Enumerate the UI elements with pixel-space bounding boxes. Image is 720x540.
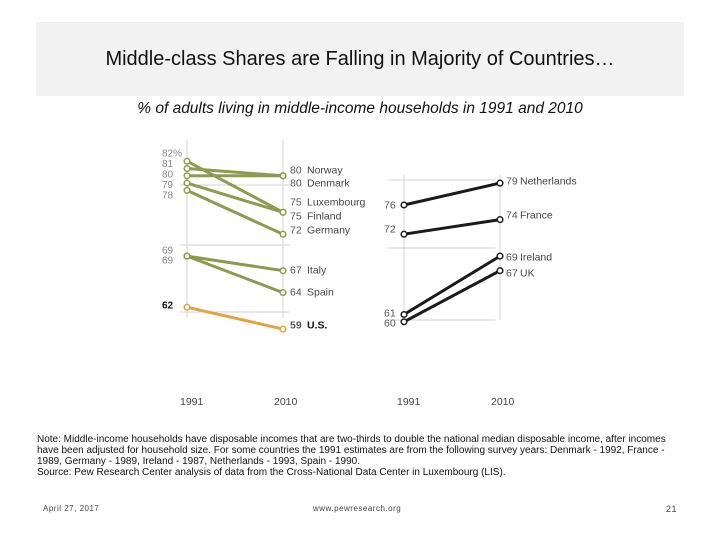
- series-line-netherlands: [402, 181, 502, 207]
- end-value-label: 67: [290, 265, 302, 277]
- series-line-finland: [185, 181, 285, 214]
- point-2010-ireland: [496, 252, 504, 260]
- point-2010-france: [496, 216, 504, 224]
- point-2010-netherlands: [496, 179, 504, 187]
- point-1991-norway: [183, 164, 191, 173]
- start-value-label: 76: [384, 200, 396, 212]
- point-1991-u-s: [183, 303, 191, 311]
- series-line-uk: [402, 269, 502, 324]
- series-label-luxembourg: Luxembourg: [307, 197, 366, 209]
- start-value-label: 69: [162, 246, 174, 257]
- point-2010-spain: [279, 289, 287, 297]
- point-2010-u-s: [279, 325, 287, 333]
- point-1991-uk: [400, 318, 408, 326]
- point-2010-germany: [279, 230, 287, 238]
- slide-title: Middle-class Shares are Falling in Major…: [105, 47, 615, 70]
- x-tick-label-2010: 2010: [491, 396, 515, 408]
- source-text: Source: Pew Research Center analysis of …: [37, 467, 506, 478]
- title-band: Middle-class Shares are Falling in Major…: [36, 22, 684, 96]
- series-line-spain: [185, 254, 285, 295]
- series-label-norway: Norway: [307, 165, 343, 177]
- end-value-label: 80: [290, 178, 302, 190]
- footer-url: www.pewresearch.org: [313, 504, 402, 513]
- point-1991-netherlands: [400, 201, 408, 209]
- series-line-ireland: [402, 254, 502, 316]
- start-value-label: 78: [162, 191, 174, 202]
- series-label-germany: Germany: [307, 225, 351, 237]
- point-1991-germany: [183, 186, 191, 194]
- series-label-u-s: U.S.: [307, 320, 328, 332]
- start-value-label: 72: [384, 224, 396, 236]
- start-value-label: 69: [162, 256, 174, 267]
- x-tick-label-2010: 2010: [274, 396, 298, 408]
- note-text: Note: Middle-income households have disp…: [37, 434, 666, 467]
- start-value-label: 81: [162, 159, 174, 170]
- x-tick-label-1991: 1991: [180, 396, 204, 408]
- series-line-italy: [185, 254, 285, 273]
- end-value-label: 79: [506, 176, 518, 188]
- end-value-label: 72: [290, 225, 302, 237]
- series-label-finland: Finland: [307, 211, 342, 223]
- x-tick-label-1991: 1991: [397, 396, 421, 408]
- point-1991-luxembourg: [183, 157, 191, 165]
- end-value-label: 75: [290, 197, 302, 209]
- point-1991-spain: [183, 252, 191, 260]
- point-2010-uk: [496, 267, 504, 275]
- chart-subtitle: % of adults living in middle-income hous…: [137, 100, 583, 117]
- start-value-label: 61: [384, 308, 396, 320]
- start-value-label: 62: [162, 301, 174, 312]
- start-value-label: 82%: [162, 149, 182, 160]
- series-label-netherlands: Netherlands: [520, 176, 577, 188]
- series-label-ireland: Ireland: [520, 252, 552, 264]
- point-1991-denmark: [183, 172, 191, 180]
- chart-note: Note: Middle-income households have disp…: [37, 434, 687, 478]
- end-value-label: 59: [290, 320, 302, 332]
- series-line-luxembourg: [185, 159, 285, 214]
- start-value-label: 60: [384, 318, 396, 330]
- series-line-france: [402, 218, 502, 236]
- series-label-france: France: [520, 210, 553, 222]
- point-2010-italy: [279, 267, 287, 275]
- point-2010-denmark: [279, 172, 287, 180]
- end-value-label: 74: [506, 210, 518, 222]
- series-label-denmark: Denmark: [307, 178, 350, 190]
- series-label-italy: Italy: [307, 265, 327, 277]
- end-value-label: 69: [506, 252, 518, 264]
- series-label-uk: UK: [520, 268, 535, 280]
- end-value-label: 64: [290, 287, 302, 299]
- series-line-germany: [185, 188, 285, 236]
- series-line-u-s: [185, 305, 285, 331]
- footer-date: April 27, 2017: [43, 504, 100, 513]
- end-value-label: 80: [290, 165, 302, 177]
- point-1991-france: [400, 230, 408, 238]
- point-1991-ireland: [400, 310, 408, 319]
- end-value-label: 75: [290, 211, 302, 223]
- end-value-label: 67: [506, 268, 518, 280]
- start-value-label: 79: [162, 180, 174, 191]
- start-value-label: 80: [162, 170, 174, 181]
- point-2010-finland: [279, 208, 287, 216]
- series-label-spain: Spain: [307, 287, 334, 299]
- page-number: 21: [666, 504, 678, 514]
- point-1991-finland: [183, 179, 191, 187]
